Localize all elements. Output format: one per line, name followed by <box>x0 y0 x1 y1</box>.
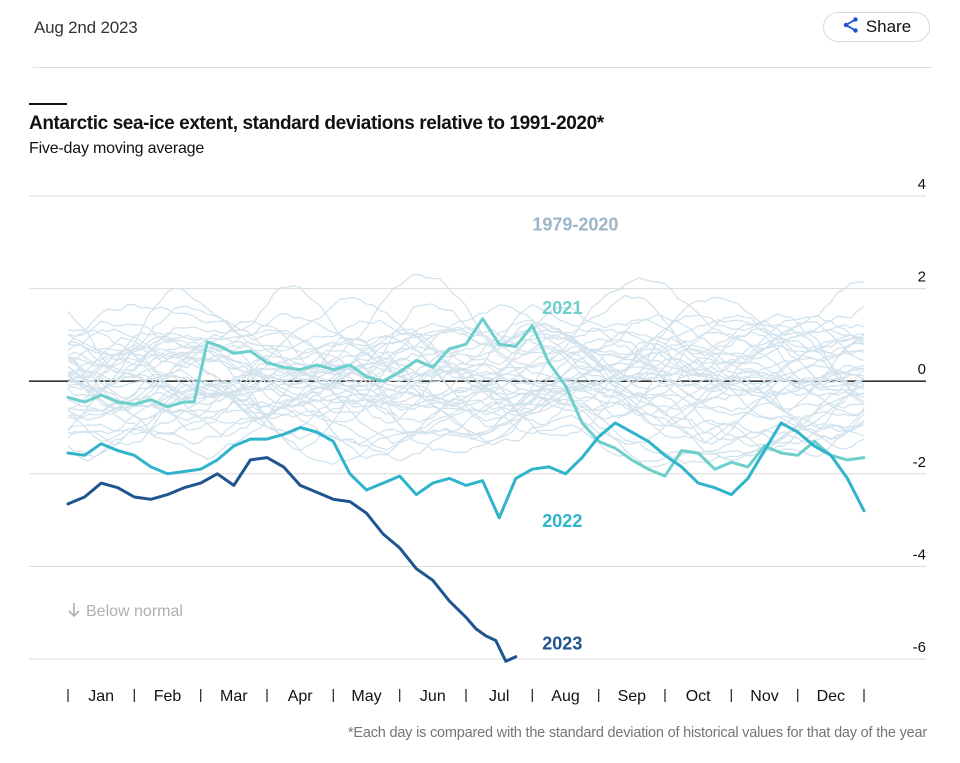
historical-year-line <box>67 331 865 398</box>
share-button[interactable]: Share <box>823 12 930 42</box>
historical-year-line <box>67 314 865 410</box>
historical-year-line <box>67 399 865 463</box>
below-normal-label: Below normal <box>86 603 183 620</box>
highlighted-series <box>66 317 866 663</box>
publish-date: Aug 2nd 2023 <box>34 18 138 37</box>
historical-year-line <box>67 396 865 458</box>
y-axis-ticks: 4 2 0 -2 -4 -6 <box>913 176 926 656</box>
series-label-2021: 2021 <box>542 298 582 318</box>
historical-year-line <box>67 318 865 405</box>
series-line-2022 <box>66 421 866 520</box>
historical-year-line <box>67 331 865 412</box>
y-tick-label: -2 <box>913 454 926 471</box>
historical-year-line <box>67 319 865 399</box>
x-tick-label: Jan <box>88 688 114 705</box>
historical-year-line <box>67 376 865 460</box>
historical-lines <box>67 274 865 468</box>
historical-year-line <box>67 319 865 417</box>
x-tick-label: Aug <box>551 688 579 705</box>
share-label: Share <box>865 17 912 36</box>
x-tick-label: Jun <box>420 688 446 705</box>
series-labels: 1979-2020 2021 2022 2023 <box>532 215 618 654</box>
x-tick-label: May <box>351 688 381 705</box>
historical-year-line <box>67 391 865 468</box>
chart-title: Antarctic sea-ice extent, standard devia… <box>29 113 604 134</box>
x-axis: Jan Feb Mar Apr May Jun Jul Aug Sep Oct Nov Dec <box>67 688 865 705</box>
below-normal-annotation: Below normal <box>68 603 183 620</box>
historical-year-line <box>67 296 865 383</box>
x-tick-label: Nov <box>750 688 778 705</box>
chart-subtitle: Five-day moving average <box>29 140 205 157</box>
x-tick-label: Feb <box>154 688 182 705</box>
x-tick-label: Apr <box>288 688 314 705</box>
series-label-1979-2020: 1979-2020 <box>532 215 618 235</box>
x-tick-label: Dec <box>817 688 845 705</box>
historical-year-line <box>67 365 865 462</box>
historical-year-line <box>67 352 865 411</box>
series-label-2023: 2023 <box>542 634 582 654</box>
historical-year-line <box>67 314 865 406</box>
y-tick-label: 4 <box>918 176 926 193</box>
series-line-2021 <box>66 317 866 478</box>
x-tick-label: Sep <box>618 688 647 705</box>
historical-year-line <box>67 306 865 378</box>
header-divider <box>33 67 932 68</box>
x-tick-label: Mar <box>220 688 248 705</box>
y-tick-label: -4 <box>913 546 926 563</box>
chart-footnote: *Each day is compared with the standard … <box>347 725 927 741</box>
historical-year-line <box>67 349 865 440</box>
y-tick-label: 0 <box>918 361 926 378</box>
annotations: Below normal <box>68 603 183 620</box>
historical-year-line <box>67 364 865 446</box>
share-icon <box>842 16 860 39</box>
x-tick-label: Jul <box>489 688 509 705</box>
y-tick-label: 2 <box>918 269 926 286</box>
series-line-2023 <box>66 456 518 663</box>
title-rule <box>29 103 67 105</box>
y-tick-label: -6 <box>913 639 926 656</box>
historical-year-line <box>67 274 865 371</box>
historical-year-line <box>67 296 865 392</box>
arrow-down-icon <box>68 603 80 618</box>
series-label-2022: 2022 <box>542 511 582 531</box>
x-tick-label: Oct <box>686 688 711 705</box>
